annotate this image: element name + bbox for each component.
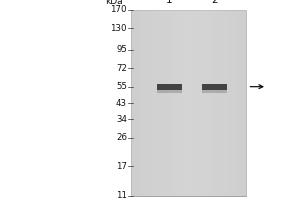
Text: 1: 1 bbox=[166, 0, 173, 5]
Text: 2: 2 bbox=[211, 0, 218, 5]
Text: 72: 72 bbox=[116, 64, 127, 73]
Text: 170: 170 bbox=[110, 5, 127, 15]
Text: 26: 26 bbox=[116, 133, 127, 142]
Bar bbox=[202, 84, 227, 90]
Bar bbox=[157, 90, 182, 93]
Text: kDa: kDa bbox=[105, 0, 123, 6]
Bar bbox=[130, 10, 246, 196]
Text: 95: 95 bbox=[116, 45, 127, 54]
Text: 43: 43 bbox=[116, 99, 127, 108]
Text: 17: 17 bbox=[116, 162, 127, 171]
Text: 130: 130 bbox=[110, 24, 127, 33]
Text: 34: 34 bbox=[116, 115, 127, 124]
Text: 55: 55 bbox=[116, 82, 127, 91]
Bar bbox=[202, 90, 227, 93]
Text: 11: 11 bbox=[116, 192, 127, 200]
Bar bbox=[157, 84, 182, 90]
